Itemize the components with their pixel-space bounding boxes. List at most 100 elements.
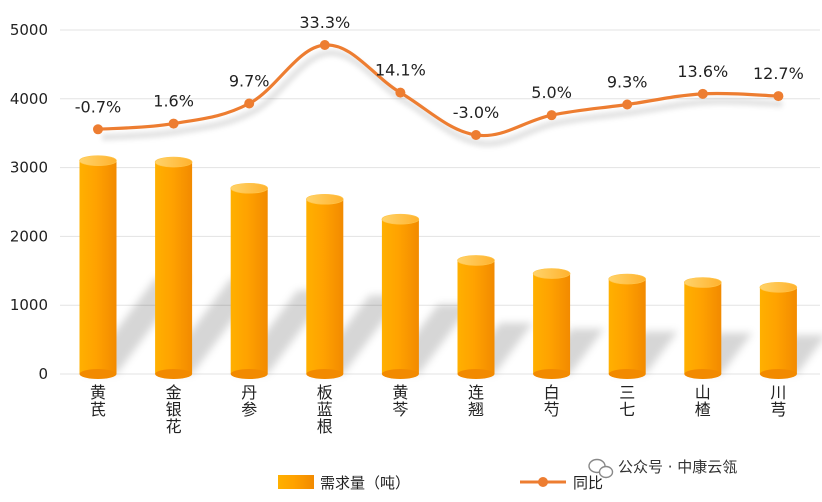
bar-cap	[457, 255, 495, 266]
bar-base	[79, 369, 117, 379]
bars	[79, 155, 798, 379]
legend-item-yoy: 同比	[520, 474, 603, 492]
bar	[230, 188, 268, 374]
bar-cap	[305, 193, 344, 205]
x-tick-char: 白	[544, 383, 560, 402]
bar-cap	[381, 213, 420, 225]
wechat-icon	[588, 458, 614, 479]
x-tick-char: 银	[166, 400, 182, 419]
bar-cap	[683, 277, 722, 288]
data-label: 1.6%	[153, 92, 194, 111]
legend-label: 同比	[573, 474, 603, 492]
yoy-line: -0.7% 1.6% 9.7% 33.3% 14.1% -3.0% 5.0% 9.3% 13.6…	[75, 13, 804, 148]
bar	[684, 282, 722, 374]
x-tick-label: 丹参	[241, 383, 257, 419]
data-label: 13.6%	[677, 62, 728, 81]
data-label: 33.3%	[299, 13, 350, 32]
x-tick-char: 川	[770, 383, 786, 402]
legend-item-demand: 需求量（吨）	[278, 474, 410, 492]
bar	[457, 260, 495, 374]
bar	[306, 199, 344, 374]
line-point	[546, 110, 557, 121]
data-label: 12.7%	[753, 64, 804, 83]
legend-label: 需求量（吨）	[320, 474, 410, 492]
bar-cap	[79, 155, 117, 167]
bar-base	[759, 369, 797, 379]
y-axis: 0 1000 2000 3000 4000 5000	[10, 21, 48, 383]
y-tick-label: 1000	[10, 296, 48, 314]
x-tick-char: 黄	[90, 383, 106, 402]
bar-cap	[532, 268, 571, 279]
line-point	[697, 88, 708, 99]
bar	[79, 160, 117, 374]
series-line-yoy	[97, 43, 779, 138]
bar	[608, 279, 646, 374]
x-tick-label: 连翘	[468, 383, 484, 419]
bar-base	[230, 369, 268, 379]
x-tick-char: 楂	[695, 400, 711, 419]
bar-base	[533, 369, 571, 379]
x-tick-label: 三七	[619, 383, 635, 419]
bar-cap	[230, 182, 268, 194]
bar	[759, 287, 797, 374]
bar-base	[608, 369, 646, 379]
x-tick-label: 板蓝根	[317, 383, 333, 436]
data-label: -3.0%	[453, 103, 499, 122]
x-tick-char: 连	[468, 383, 484, 402]
x-tick-char: 黄	[392, 383, 408, 402]
x-tick-label: 川芎	[770, 383, 786, 419]
x-tick-char: 金	[166, 383, 182, 402]
data-label: -0.7%	[75, 97, 121, 116]
bar-cap	[608, 273, 647, 285]
watermark: 公众号 · 中康云瓴	[588, 458, 737, 479]
x-tick-char: 根	[317, 417, 333, 436]
x-tick-char: 丹	[241, 383, 257, 402]
legend-swatch-bar	[278, 475, 314, 489]
y-tick-label: 3000	[10, 159, 48, 177]
x-tick-label: 金银花	[166, 383, 182, 436]
x-tick-label: 白芍	[544, 383, 560, 419]
y-tick-label: 0	[38, 365, 48, 383]
x-tick-char: 板	[317, 383, 333, 402]
bar-base	[155, 369, 193, 379]
x-tick-char: 芪	[90, 400, 106, 419]
line-point	[319, 40, 330, 50]
line-shadow	[101, 49, 783, 148]
x-tick-char: 芩	[392, 400, 408, 419]
bar	[155, 162, 193, 374]
bar	[381, 219, 419, 374]
line-point	[168, 118, 179, 129]
y-tick-label: 2000	[10, 227, 48, 245]
watermark-text: 公众号 · 中康云瓴	[618, 458, 737, 476]
x-tick-label: 山楂	[695, 383, 711, 419]
legend: 需求量（吨） 同比	[278, 474, 603, 492]
bar-base	[381, 369, 419, 379]
data-label: 9.7%	[229, 72, 270, 91]
data-label: 14.1%	[375, 61, 426, 80]
legend-swatch-marker	[538, 477, 548, 487]
line-point	[622, 99, 633, 110]
x-tick-char: 参	[241, 400, 257, 419]
line-point	[244, 98, 255, 109]
line-point	[773, 91, 784, 102]
x-tick-char: 芍	[544, 400, 560, 419]
x-tick-char: 三	[619, 383, 635, 402]
line-point	[471, 130, 481, 140]
bar	[533, 273, 571, 374]
x-tick-char: 七	[619, 400, 635, 419]
bar-base	[306, 369, 344, 379]
x-tick-label: 黄芩	[392, 383, 408, 419]
line-point	[395, 87, 406, 98]
x-tick-char: 山	[695, 383, 711, 402]
bar-base	[684, 369, 722, 379]
data-label: 9.3%	[607, 73, 648, 92]
data-label: 5.0%	[531, 83, 572, 102]
line-point	[93, 124, 103, 135]
x-tick-char: 翘	[468, 400, 484, 419]
y-tick-label: 4000	[10, 90, 48, 108]
y-tick-label: 5000	[10, 21, 48, 39]
bar-cap	[154, 156, 193, 168]
bar-cap	[759, 282, 798, 293]
